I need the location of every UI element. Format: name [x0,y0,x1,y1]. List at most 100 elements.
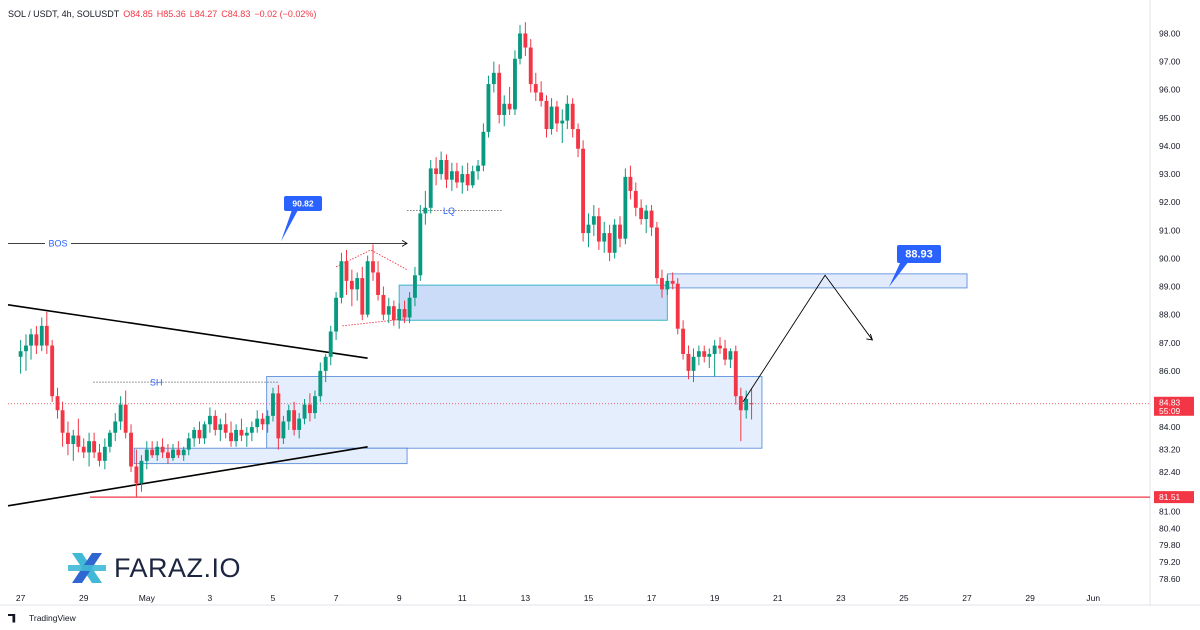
candle-body [397,309,402,321]
price-tick-label: 94.00 [1159,141,1181,151]
demand-zone [266,376,763,449]
price-tick-label: 91.00 [1159,225,1181,235]
price-tick-label: 83.20 [1159,445,1181,455]
candle-body [602,233,607,242]
candle-body [360,278,365,315]
candle-body [344,261,349,281]
price-tick-label: 84.00 [1159,422,1181,432]
triangle-upper-trendline [7,304,368,360]
candle-body [328,331,333,357]
candle-body [249,427,254,433]
target-pointer [889,261,909,287]
candle-body [60,410,65,433]
candle-body [197,429,202,439]
candle-body [407,297,412,318]
candle-body [633,190,638,208]
support-price-tag [1154,491,1194,504]
time-tick-label: 5 [271,593,276,603]
candle-body [281,421,286,439]
price-tick-label: 89.00 [1159,282,1181,292]
time-tick-label: 9 [397,593,402,603]
lq-label: LQ [443,206,455,216]
price-tick-label: 95.00 [1159,113,1181,123]
candle-body [612,224,617,253]
time-tick-label: 13 [521,593,531,603]
symbol-label[interactable]: SOL / USDT, 4h, SOLUSDT [8,9,120,19]
candle-body [255,418,260,428]
time-tick-label: 25 [899,593,909,603]
bos-label-bg [45,238,71,249]
candle-body [402,309,407,318]
candle-body [502,103,507,116]
bos-price-badge [284,196,322,211]
candle-body [202,424,207,439]
candle-body [607,233,612,253]
candle-body [118,404,123,422]
candle-body [686,354,691,371]
bos-arrowhead [401,240,408,247]
candle-body [313,396,317,414]
candle-body [460,174,465,183]
candle-body [181,449,186,456]
candle-body [718,345,722,349]
candle-body [481,131,486,166]
candle-body [413,275,417,298]
candle-body [207,415,212,425]
candle-body [528,47,533,85]
candle-body [476,165,480,172]
time-tick-label: 3 [208,593,213,603]
candle-body [644,210,649,220]
open-value: O84.85 [123,9,153,19]
candle-body [87,441,92,453]
candle-body [513,58,517,110]
candle-body [391,306,396,321]
candle-body [34,334,39,346]
candle-body [591,216,596,225]
target-zone [666,273,968,289]
candle-body [539,92,544,101]
time-tick-label: 21 [773,593,783,603]
candle-body [55,396,60,411]
candle-body [486,84,491,132]
candle-body [581,148,586,234]
time-tick-label: 23 [836,593,846,603]
sh-label: SH [150,378,163,388]
candle-body [570,103,575,130]
bos-price-text: 90.82 [292,199,314,209]
candle-body [171,449,175,459]
price-tick-label: 80.40 [1159,523,1181,533]
candle-body [554,106,559,124]
candle-body [271,393,275,416]
candle-body [576,129,580,149]
time-tick-label: 27 [962,593,972,603]
candle-body [639,207,644,220]
candle-body [444,159,449,180]
candle-body [749,403,754,405]
candle-body [176,449,181,456]
candle-body [134,466,139,484]
candle-body [144,449,149,461]
price-tick-label: 81.00 [1159,506,1181,516]
candle-body [691,356,696,371]
tradingview-brand[interactable]: TradingView [8,613,76,623]
candle-body [234,429,239,442]
candle-body [544,100,549,130]
candle-body [160,446,165,453]
candle-body [470,171,475,186]
tradingview-icon [8,613,16,623]
candle-body [186,438,191,450]
time-tick-label: Jun [1086,593,1100,603]
low-value: L84.27 [189,9,218,19]
candle-body [166,452,170,459]
wedge-bottom-line [342,318,406,327]
candle-body [376,272,380,295]
candle-body [239,429,244,436]
current-price-label: 84.83 [1159,397,1181,407]
candle-body [276,393,281,439]
price-tick-label: 90.00 [1159,253,1181,263]
candle-body [507,103,512,110]
candle-body [213,415,218,430]
candle-body [302,404,307,419]
candle-body [738,396,743,411]
